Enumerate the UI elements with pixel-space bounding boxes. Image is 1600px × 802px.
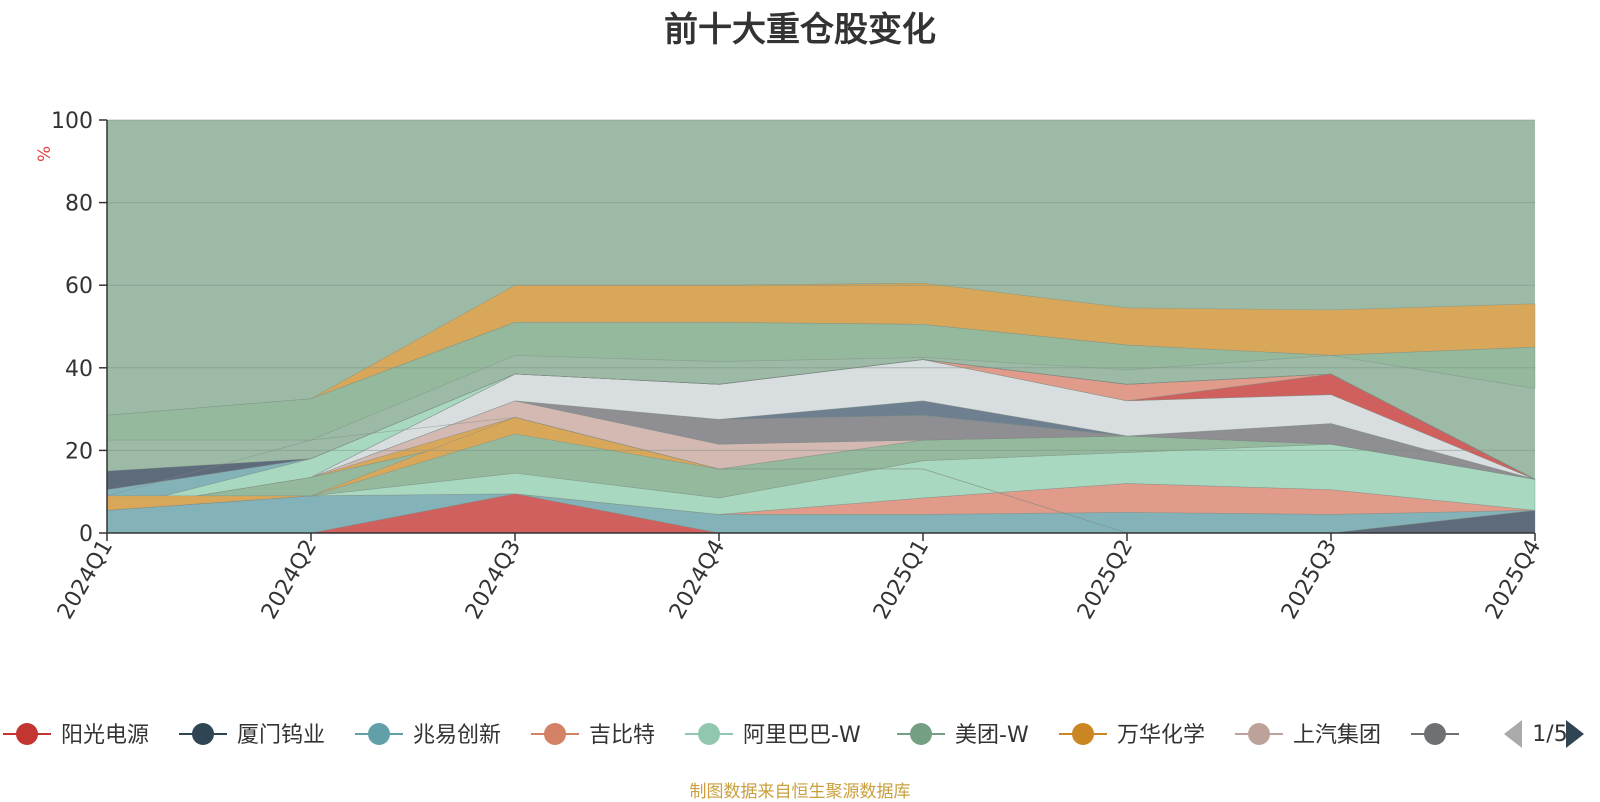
legend-item[interactable]: 吉比特 (531, 723, 655, 748)
x-tick-label: 2025Q1 (869, 536, 934, 624)
y-tick-label: 100 (51, 109, 93, 134)
legend-item[interactable]: 厦门钨业 (179, 723, 325, 748)
x-tick-label: 2024Q4 (665, 536, 730, 624)
y-tick-label: 20 (65, 439, 93, 464)
legend-marker-icon (1072, 723, 1094, 745)
legend-item[interactable]: 兆易创新 (355, 723, 501, 748)
legend-label: 厦门钨业 (237, 723, 325, 748)
next-page-icon[interactable] (1566, 720, 1584, 748)
x-tick-label: 2025Q3 (1277, 536, 1342, 624)
y-tick-label: 80 (65, 192, 93, 217)
area-band-3 (106, 322, 1536, 441)
data-source-note: 制图数据来自恒生聚源数据库 (689, 782, 911, 802)
legend-marker-icon (368, 723, 390, 745)
legend-label: 兆易创新 (413, 723, 501, 748)
legend-label: 上汽集团 (1293, 723, 1381, 748)
legend-marker-icon (16, 723, 38, 745)
chart-title: 前十大重仓股变化 (664, 10, 936, 50)
legend-label: 吉比特 (589, 723, 655, 748)
legend-page-indicator: 1/5 (1532, 722, 1567, 747)
y-tick-label: 60 (65, 274, 93, 299)
area-band-1 (106, 417, 1535, 534)
area-series (106, 282, 1536, 534)
legend-label: 美团-W (955, 723, 1029, 748)
legend-item[interactable]: 万华化学 (1059, 723, 1205, 748)
x-tick-label: 2024Q2 (257, 536, 322, 624)
grid-lines (107, 119, 1535, 451)
legend-label: 阳光电源 (61, 723, 149, 748)
legend-pager[interactable]: 1/5 (1504, 720, 1584, 748)
legend-label: 万华化学 (1117, 723, 1205, 748)
legend[interactable]: 阳光电源 厦门钨业 兆易创新 吉比特 阿里巴巴-W 美团-W 万华化学 上汽集团 (3, 723, 1459, 748)
area-series-16 (106, 359, 1536, 490)
legend-marker-icon (698, 723, 720, 745)
legend-marker-icon (1248, 723, 1270, 745)
x-tick-label: 2025Q4 (1481, 536, 1546, 624)
legend-item[interactable]: 上汽集团 (1235, 723, 1381, 748)
legend-marker-icon (192, 723, 214, 745)
y-tick-label: 40 (65, 357, 93, 382)
legend-marker-icon (910, 723, 932, 745)
y-tick-label: 0 (79, 522, 93, 547)
prev-page-icon[interactable] (1504, 720, 1522, 748)
x-tick-label: 2025Q2 (1073, 536, 1138, 624)
legend-item[interactable]: 阿里巴巴-W (685, 723, 861, 748)
legend-marker-icon (544, 723, 566, 745)
legend-label: 阿里巴巴-W (743, 723, 861, 748)
y-axis-label: % (35, 146, 55, 162)
legend-item[interactable] (1411, 723, 1459, 745)
x-tick-label: 2024Q1 (53, 536, 118, 624)
x-tick-label: 2024Q3 (461, 536, 526, 624)
legend-item[interactable]: 美团-W (897, 723, 1029, 748)
legend-marker-icon (1424, 723, 1446, 745)
legend-item[interactable]: 阳光电源 (3, 723, 149, 748)
